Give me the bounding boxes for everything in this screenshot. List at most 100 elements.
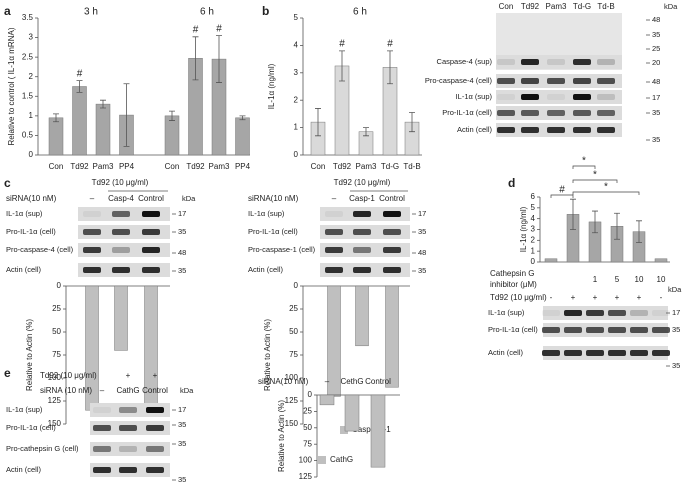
error-bar — [614, 212, 620, 240]
band — [597, 110, 615, 116]
condition-value: + — [615, 293, 620, 302]
x-tick-label: – — [325, 377, 330, 386]
y-tick-label: 50 — [303, 423, 312, 432]
band — [521, 110, 539, 116]
annotation: # — [193, 24, 199, 35]
annotation: # — [387, 39, 393, 50]
error-bar — [339, 50, 345, 82]
marker-label: 35 — [418, 266, 426, 275]
x-tick-label: PP4 — [119, 162, 135, 171]
row-label: Actin (cell) — [488, 348, 524, 357]
blot-strip — [543, 346, 668, 360]
y-tick-label: 25 — [303, 407, 312, 416]
error-bar — [387, 50, 393, 85]
x-tick-label: Td92 — [333, 162, 352, 171]
marker-label: 35 — [178, 420, 186, 429]
y-tick-label: 125 — [285, 396, 299, 405]
y-tick-label: 5 — [294, 13, 299, 22]
x-tick-label: Con — [311, 162, 326, 171]
band — [146, 407, 164, 413]
comparison-label: * — [604, 182, 608, 193]
band — [353, 229, 371, 235]
bar — [72, 86, 87, 156]
y-tick-label: 50 — [52, 327, 61, 336]
group-title: 6 h — [200, 7, 214, 18]
band — [497, 94, 515, 100]
marker-label: 48 — [178, 248, 186, 257]
band — [586, 350, 604, 356]
legend-swatch — [318, 456, 326, 464]
bar — [544, 258, 558, 263]
condition-label: Td92 (10 μg/ml) — [490, 293, 547, 302]
treatment-value: + — [126, 371, 131, 380]
lane-label: Pam3 — [546, 2, 567, 11]
blot-strip — [90, 403, 170, 417]
band — [146, 467, 164, 473]
legend-label: CathG — [330, 455, 353, 464]
y-tick-label: 25 — [289, 304, 298, 313]
row-label: Pro-IL-1α (cell) — [488, 325, 538, 334]
bar — [164, 115, 180, 156]
band — [586, 310, 604, 316]
error-bar — [169, 110, 175, 121]
lane-label: Con — [499, 2, 514, 11]
error-bar — [100, 99, 106, 109]
y-tick-label: 150 — [48, 419, 62, 428]
lane-label: Td-G — [573, 2, 591, 11]
band — [597, 59, 615, 65]
band — [573, 94, 591, 100]
lane-label: Control — [379, 194, 405, 203]
band — [608, 327, 626, 333]
bar — [319, 394, 335, 406]
band — [146, 425, 164, 431]
condition-label: inhibitor (μM) — [490, 280, 537, 289]
x-tick-label: Con — [165, 162, 180, 171]
marker-label: 48 — [652, 15, 660, 24]
band — [325, 247, 343, 253]
band — [652, 327, 670, 333]
y-tick-label: 0 — [308, 390, 313, 399]
unit-label: kDa — [668, 285, 682, 294]
marker-label: 17 — [418, 209, 426, 218]
band — [521, 78, 539, 84]
band — [652, 350, 670, 356]
band — [521, 127, 539, 133]
y-tick-label: 0 — [294, 150, 299, 159]
band — [93, 467, 111, 473]
bar — [114, 285, 128, 351]
y-tick-label: 3 — [294, 68, 299, 77]
treatment-label: Td92 (10 μg/ml) — [40, 371, 97, 380]
y-tick-label: 125 — [299, 472, 313, 481]
panel-label: a — [4, 4, 11, 18]
x-tick-label: Pam3 — [356, 162, 377, 171]
row-label: IL-1α (sup) — [456, 92, 493, 101]
band — [521, 59, 539, 65]
row-label: IL-1α (sup) — [6, 405, 43, 414]
lane-label: Td-B — [597, 2, 614, 11]
band — [112, 267, 130, 273]
band — [119, 407, 137, 413]
error-bar — [409, 112, 415, 133]
lane-label: CathG — [116, 386, 139, 395]
y-tick-label: 0 — [531, 257, 536, 266]
x-tick-label: Td-G — [381, 162, 399, 171]
band — [325, 229, 343, 235]
row-label: Pro-IL-1α (cell) — [442, 108, 492, 117]
band — [325, 267, 343, 273]
marker-label: 35 — [652, 30, 660, 39]
y-tick-label: 1 — [294, 123, 299, 132]
band — [521, 94, 539, 100]
x-tick-label: PP4 — [235, 162, 251, 171]
y-tick-label: 25 — [52, 304, 61, 313]
x-tick-label: Con — [49, 162, 64, 171]
band — [547, 59, 565, 65]
band — [597, 127, 615, 133]
band — [608, 310, 626, 316]
blot-strip — [90, 442, 170, 456]
band — [83, 267, 101, 273]
y-tick-label: 75 — [52, 350, 61, 359]
band — [497, 59, 515, 65]
y-tick-label: 6 — [531, 192, 536, 201]
band — [652, 310, 670, 316]
panel-label: c — [4, 176, 11, 190]
